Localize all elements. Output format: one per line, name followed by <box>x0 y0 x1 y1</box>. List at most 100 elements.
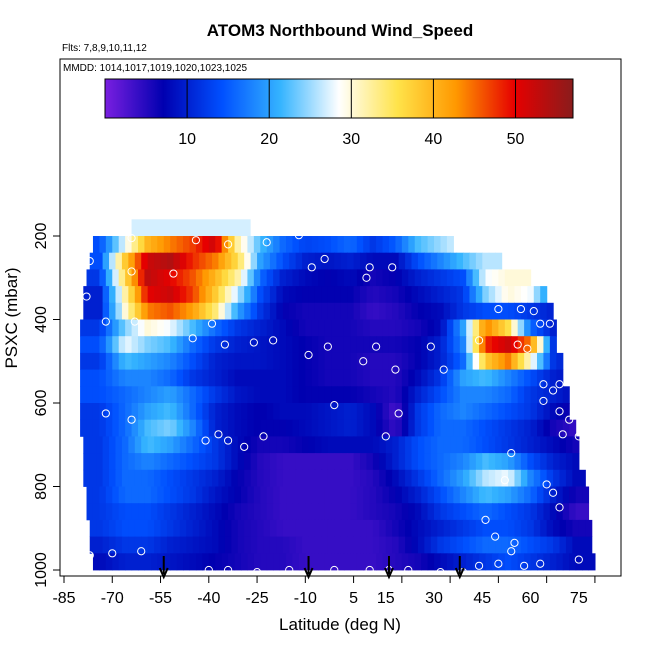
heatmap-cell <box>240 236 249 254</box>
heatmap-cell <box>186 519 194 537</box>
heatmap-cell <box>462 453 471 471</box>
heatmap-cell <box>508 453 516 471</box>
heatmap-cell <box>128 536 136 554</box>
observation-point <box>130 317 139 326</box>
heatmap-cell <box>286 369 294 387</box>
heatmap-cell <box>343 336 351 354</box>
heatmap-cell <box>408 336 416 354</box>
heatmap-cell <box>437 453 445 471</box>
heatmap-cell <box>99 336 107 354</box>
heatmap-cell <box>282 436 290 454</box>
heatmap-cell <box>546 469 554 487</box>
heatmap-cell <box>549 352 557 370</box>
observation-points <box>82 231 606 576</box>
heatmap-cell <box>144 486 152 504</box>
heatmap-cell <box>379 252 387 270</box>
heatmap-cell <box>186 453 194 471</box>
heatmap-cell <box>128 436 136 454</box>
heatmap-cell <box>459 486 467 504</box>
heatmap-cell <box>279 336 287 354</box>
heatmap-cell <box>408 386 416 404</box>
observation-point <box>108 549 117 558</box>
heatmap-cell <box>92 269 100 287</box>
heatmap-cell <box>308 286 316 304</box>
heatmap-cell <box>491 352 499 370</box>
heatmap-cell <box>154 453 162 471</box>
heatmap-cell <box>466 369 474 387</box>
colorbar-tick-label: 30 <box>342 131 360 148</box>
heatmap-cell <box>334 252 342 270</box>
heatmap-cell <box>376 503 384 521</box>
heatmap-cell <box>86 319 94 337</box>
heatmap-cell <box>356 336 364 354</box>
heatmap-cell <box>170 403 178 421</box>
heatmap-cell <box>308 252 316 270</box>
heatmap-cell <box>350 419 358 437</box>
heatmap-cell <box>224 436 232 454</box>
heatmap-cell <box>485 352 493 370</box>
observation-point <box>201 436 210 445</box>
x-tick-label: -40 <box>197 590 220 607</box>
heatmap-cell <box>437 436 445 454</box>
observation-point <box>224 240 233 249</box>
heatmap-cell <box>350 403 358 421</box>
heatmap-cell <box>199 536 207 554</box>
heatmap-cell <box>269 536 277 554</box>
heatmap-cell <box>347 536 355 554</box>
heatmap-cell <box>195 386 203 404</box>
heatmap-cell <box>520 536 528 554</box>
heatmap-cell <box>118 336 126 354</box>
heatmap-cell <box>350 336 358 354</box>
heatmap-cell <box>215 352 223 370</box>
heatmap-cell <box>237 469 245 487</box>
heatmap-cell <box>173 286 181 304</box>
heatmap-cell <box>125 553 133 571</box>
heatmap-cell <box>253 486 261 504</box>
heatmap-cell <box>343 319 351 337</box>
heatmap-cell <box>356 503 364 521</box>
observation-point <box>597 559 606 568</box>
heatmap-cell <box>269 286 277 304</box>
heatmap-cell <box>314 286 323 304</box>
heatmap-cell <box>121 286 129 304</box>
heatmap-cell <box>459 269 467 287</box>
x-tick-label: -10 <box>294 590 317 607</box>
observation-point <box>426 342 435 351</box>
heatmap-cell <box>482 252 490 270</box>
heatmap-cell <box>530 403 538 421</box>
heatmap-cell <box>485 336 493 354</box>
observation-point <box>474 561 484 570</box>
heatmap-cell <box>147 469 155 487</box>
heatmap-cell <box>318 369 326 387</box>
heatmap-cell <box>160 453 168 471</box>
heatmap-cell <box>443 302 451 320</box>
heatmap-cell <box>189 269 197 287</box>
heatmap-cell <box>260 369 268 387</box>
heatmap-cell <box>491 486 499 504</box>
heatmap-cell <box>154 469 162 487</box>
heatmap-cell <box>125 319 133 337</box>
heatmap-cell <box>443 436 451 454</box>
heatmap-cell <box>546 453 554 471</box>
heatmap-cell <box>372 536 380 554</box>
heatmap-cell <box>414 269 422 287</box>
heatmap-cell <box>440 403 448 421</box>
heatmap-cell <box>263 519 271 537</box>
heatmap-cell <box>360 286 368 304</box>
heatmap-cell <box>125 419 133 437</box>
heatmap-cell <box>469 536 477 554</box>
heatmap-cell <box>414 419 422 437</box>
heatmap-cell <box>311 369 319 387</box>
heatmap-cell <box>511 352 519 370</box>
heatmap-cell <box>343 553 351 571</box>
heatmap-cell <box>527 302 535 320</box>
heatmap-cell <box>556 386 564 404</box>
heatmap-cell <box>479 553 487 571</box>
heatmap-cell <box>92 369 100 387</box>
heatmap-cell <box>450 302 458 320</box>
heatmap-cell <box>446 419 454 437</box>
heatmap-cell <box>205 536 213 554</box>
heatmap-cell <box>160 286 168 304</box>
heatmap-cell <box>237 453 245 471</box>
heatmap-cell <box>446 236 454 254</box>
